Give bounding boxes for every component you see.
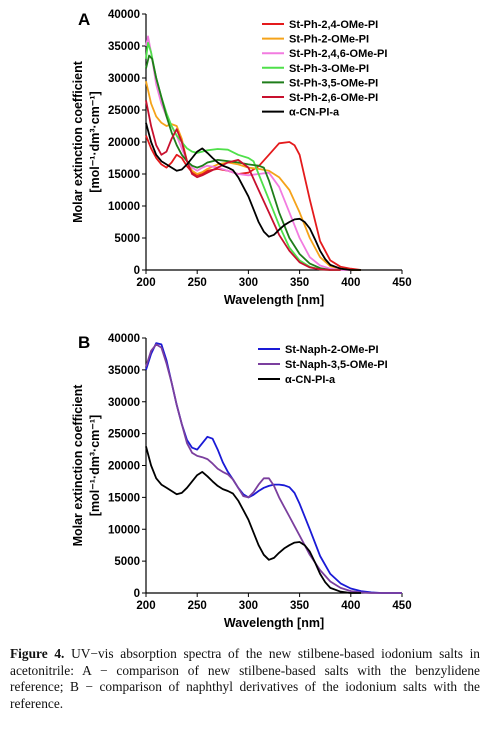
legend-label: α-CN-PI-a	[289, 107, 340, 119]
x-tick-label: 250	[188, 600, 207, 612]
y-axis-units: [mol⁻¹·dm³·cm⁻¹]	[88, 415, 102, 516]
series-line	[145, 343, 402, 594]
panel-label: B	[78, 333, 90, 352]
chart-b-svg: B 0 5000 10000 15000 20000 25000 30000 35000 4000…	[71, 333, 412, 630]
legend-label: St-Ph-3,5-OMe-PI	[289, 77, 378, 89]
y-tick-label: 15000	[108, 169, 140, 181]
y-tick-label: 20000	[108, 137, 140, 149]
legend-label: St-Naph-3,5-OMe-PI	[285, 359, 388, 371]
y-tick-label: 10000	[108, 201, 140, 213]
y-tick-label: 0	[134, 588, 140, 600]
y-tick-label: 25000	[108, 429, 140, 441]
x-axis-title: Wavelength [nm]	[224, 616, 324, 630]
legend-label: St-Ph-2,4,6-OMe-PI	[289, 48, 387, 60]
legend-label: St-Ph-2,4-OMe-PI	[289, 19, 378, 31]
legend-label: St-Ph-2-OMe-PI	[289, 34, 369, 46]
x-tick-label: 450	[392, 277, 411, 289]
chart-panel-b: B 0 5000 10000 15000 20000 25000 30000 35000 4000…	[0, 325, 487, 630]
chart-a-svg: A 0 5000 10000 15000 20000 25000 30000 35000 4000…	[71, 9, 412, 307]
y-tick-label: 40000	[108, 9, 140, 21]
panel-label: A	[78, 10, 90, 29]
y-tick-label: 10000	[108, 524, 140, 536]
series-line	[145, 135, 362, 271]
chart-panel-a: A 0 5000 10000 15000 20000 25000 30000 35000 4000…	[0, 0, 487, 325]
x-tick-label: 450	[392, 600, 411, 612]
y-tick-label: 5000	[114, 233, 140, 245]
y-tick-label: 30000	[108, 73, 140, 85]
figure-caption: Figure 4. UV−vis absorption spectra of t…	[10, 646, 480, 712]
y-tick-label: 35000	[108, 41, 140, 53]
caption-text: UV−vis absorption spectra of the new sti…	[10, 646, 481, 711]
y-axis-units: [mol⁻¹·dm³·cm⁻¹]	[88, 91, 102, 192]
caption-label: Figure 4.	[10, 646, 65, 661]
x-tick-label: 250	[188, 277, 207, 289]
series-line	[145, 342, 402, 594]
x-tick-label: 400	[341, 277, 360, 289]
x-tick-label: 200	[136, 277, 155, 289]
x-tick-label: 350	[290, 600, 309, 612]
y-tick-label: 0	[134, 265, 140, 277]
x-axis-title: Wavelength [nm]	[224, 293, 324, 307]
series-line	[145, 100, 341, 271]
y-tick-label: 35000	[108, 365, 140, 377]
legend-label: α-CN-PI-a	[285, 374, 336, 386]
y-tick-label: 40000	[108, 333, 140, 345]
y-tick-label: 30000	[108, 397, 140, 409]
x-tick-label: 350	[290, 277, 309, 289]
y-tick-label: 15000	[108, 492, 140, 504]
y-tick-label: 25000	[108, 105, 140, 117]
series-line	[145, 446, 361, 594]
x-tick-label: 200	[136, 600, 155, 612]
y-axis-title: Molar extinction coefficient	[71, 60, 85, 223]
legend-label: St-Ph-2,6-OMe-PI	[289, 92, 378, 104]
legend-label: St-Ph-3-OMe-PI	[289, 63, 369, 75]
legend-label: St-Naph-2-OMe-PI	[285, 344, 379, 356]
x-tick-label: 300	[239, 277, 258, 289]
x-tick-label: 300	[239, 600, 258, 612]
series-line	[145, 122, 361, 271]
x-tick-label: 400	[341, 600, 360, 612]
y-tick-label: 5000	[114, 556, 140, 568]
y-tick-label: 20000	[108, 461, 140, 473]
y-axis-title: Molar extinction coefficient	[71, 384, 85, 547]
